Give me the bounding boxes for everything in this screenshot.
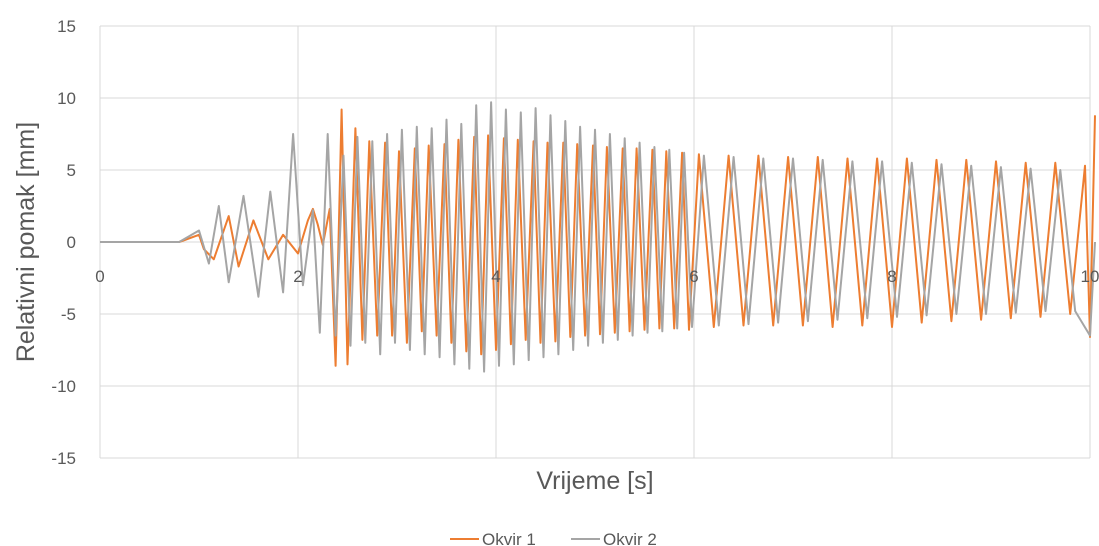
legend-label-okvir-1: Okvir 1: [482, 530, 536, 546]
x-axis-title: Vrijeme [s]: [536, 467, 653, 495]
y-tick-labels: -15 -10 -5 0 5 10 15: [51, 17, 76, 468]
series-line-okvir-2: [100, 101, 1096, 373]
x-tick-label: 8: [887, 267, 896, 286]
legend: Okvir 1 Okvir 2: [450, 530, 657, 546]
y-tick-label: 0: [67, 233, 76, 252]
y-tick-label: -5: [61, 305, 76, 324]
gridlines: [99, 25, 1091, 459]
x-tick-label: 4: [491, 267, 500, 286]
y-tick-label: 5: [67, 161, 76, 180]
y-tick-label: 15: [57, 17, 76, 36]
x-tick-label: 2: [293, 267, 302, 286]
legend-label-okvir-2: Okvir 2: [603, 530, 657, 546]
x-tick-label: 10: [1081, 267, 1099, 286]
x-tick-label: 0: [95, 267, 104, 286]
y-tick-label: 10: [57, 89, 76, 108]
series-line-okvir-1: [100, 108, 1096, 367]
x-tick-labels: 0 2 4 6 8 10: [95, 267, 1099, 286]
y-tick-label: -15: [51, 449, 76, 468]
x-tick-label: 6: [689, 267, 698, 286]
y-axis-title: Relativni pomak [mm]: [12, 122, 40, 362]
y-tick-label: -10: [51, 377, 76, 396]
series-layer: [100, 101, 1096, 373]
